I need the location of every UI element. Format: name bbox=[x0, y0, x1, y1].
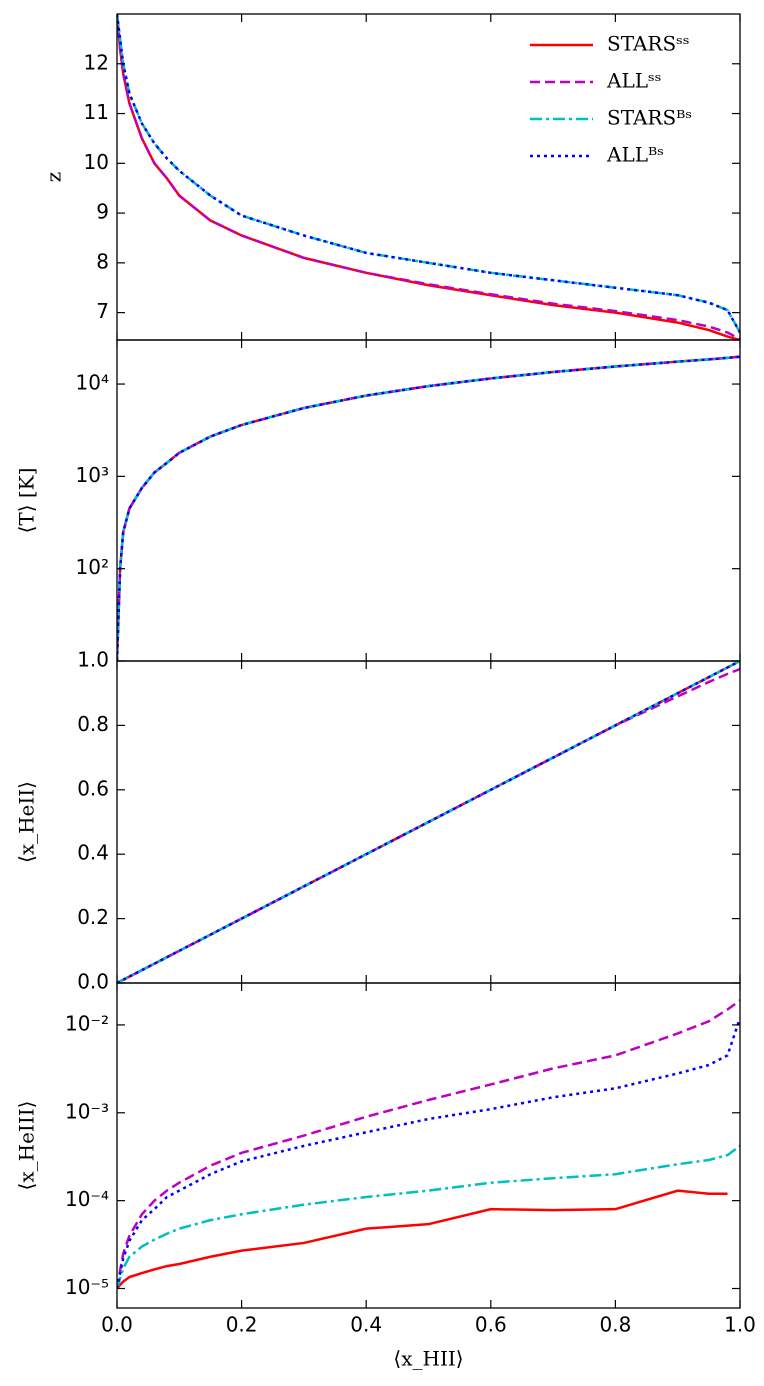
series-line bbox=[117, 1017, 740, 1289]
y-axis-label: ⟨T⟩ [K] bbox=[15, 468, 39, 534]
y-tick-label: 10² bbox=[76, 555, 109, 579]
series-line bbox=[117, 355, 740, 661]
series-line bbox=[117, 1144, 740, 1289]
y-tick-label: 10⁴ bbox=[76, 371, 109, 395]
y-tick-label: 10⁻³ bbox=[65, 1099, 109, 1123]
series-line bbox=[117, 14, 740, 340]
legend-label: STARSˢˢ bbox=[607, 32, 690, 56]
series-line bbox=[117, 355, 740, 661]
x-tick-label: 1.0 bbox=[724, 1313, 756, 1337]
plot-frame bbox=[116, 13, 741, 341]
legend-label: ALLᴮˢ bbox=[606, 143, 664, 167]
y-axis-label: ⟨x_HeIII⟩ bbox=[15, 1101, 39, 1191]
legend-label: ALLˢˢ bbox=[606, 69, 661, 93]
y-tick-label: 0.2 bbox=[77, 905, 109, 929]
y-axis-label: z bbox=[42, 172, 66, 183]
series-line bbox=[117, 355, 740, 661]
y-tick-label: 10⁻⁴ bbox=[65, 1187, 109, 1211]
x-tick-label: 0.0 bbox=[101, 1313, 133, 1337]
x-axis-label: ⟨x_HII⟩ bbox=[393, 1347, 463, 1371]
y-tick-label: 0.4 bbox=[77, 841, 109, 865]
series-line bbox=[117, 661, 740, 983]
y-tick-label: 7 bbox=[96, 299, 109, 323]
y-tick-label: 10 bbox=[84, 150, 109, 174]
series-line bbox=[117, 999, 740, 1289]
y-tick-label: 0.8 bbox=[77, 712, 109, 736]
legend-label: STARSᴮˢ bbox=[607, 106, 692, 130]
y-tick-label: 12 bbox=[84, 50, 109, 74]
y-tick-label: 0.0 bbox=[77, 970, 109, 994]
y-tick-label: 10⁻⁵ bbox=[65, 1275, 109, 1299]
y-tick-label: 10⁻² bbox=[65, 1011, 109, 1035]
plot-frame bbox=[116, 982, 741, 1309]
series-line bbox=[117, 14, 740, 334]
plot-frame bbox=[116, 339, 741, 662]
x-tick-label: 0.2 bbox=[226, 1313, 258, 1337]
series-line bbox=[117, 355, 740, 661]
x-tick-label: 0.8 bbox=[599, 1313, 631, 1337]
y-tick-label: 9 bbox=[96, 200, 109, 224]
y-axis-label: ⟨x_HeII⟩ bbox=[15, 781, 39, 863]
series-line bbox=[117, 1189, 728, 1290]
y-tick-label: 11 bbox=[84, 100, 109, 124]
y-tick-label: 0.6 bbox=[77, 776, 109, 800]
y-tick-label: 1.0 bbox=[77, 648, 109, 672]
y-tick-label: 8 bbox=[96, 249, 109, 273]
series-line bbox=[117, 14, 740, 340]
x-tick-label: 0.4 bbox=[350, 1313, 382, 1337]
x-tick-label: 0.6 bbox=[475, 1313, 507, 1337]
y-tick-label: 10³ bbox=[76, 463, 109, 487]
